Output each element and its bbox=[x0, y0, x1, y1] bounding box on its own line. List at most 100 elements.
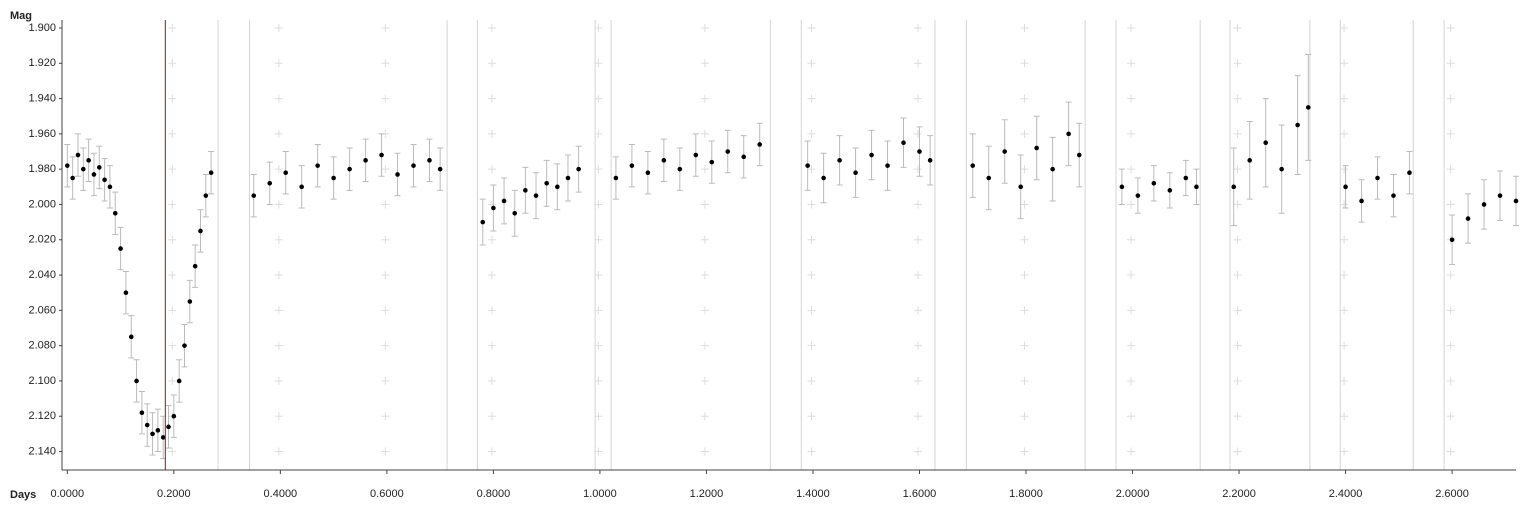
grid-cross bbox=[1233, 129, 1242, 138]
data-point bbox=[427, 158, 432, 163]
grid-cross bbox=[700, 94, 709, 103]
grid-cross bbox=[1127, 306, 1136, 315]
grid-cross bbox=[913, 59, 922, 68]
grid-cross bbox=[807, 306, 816, 315]
grid-cross bbox=[913, 447, 922, 456]
grid-cross bbox=[700, 165, 709, 174]
x-tick-label: 1.6000 bbox=[903, 488, 937, 500]
y-tick-label: 2.000 bbox=[28, 198, 56, 210]
data-point bbox=[501, 198, 507, 204]
data-point bbox=[96, 165, 102, 170]
data-point bbox=[533, 193, 539, 198]
grid-cross bbox=[274, 447, 283, 456]
y-tick-label: 1.980 bbox=[28, 163, 56, 175]
grid-cross bbox=[594, 412, 603, 421]
grid-cross bbox=[1340, 94, 1349, 103]
grid-cross bbox=[381, 341, 390, 350]
grid-cross bbox=[913, 165, 922, 174]
data-point bbox=[576, 166, 581, 172]
data-point bbox=[491, 205, 496, 211]
grid-cross bbox=[913, 235, 922, 244]
data-point bbox=[118, 246, 123, 251]
grid-cross bbox=[700, 376, 709, 385]
y-tick-label: 2.120 bbox=[28, 410, 56, 422]
grid-cross bbox=[381, 376, 390, 385]
grid-cross bbox=[168, 24, 177, 32]
grid-cross bbox=[274, 165, 283, 174]
data-point bbox=[1305, 105, 1311, 110]
x-tick-label: 0.6000 bbox=[370, 488, 404, 500]
grid-cross bbox=[168, 200, 177, 209]
data-point bbox=[65, 163, 70, 168]
grid-cross bbox=[1020, 24, 1029, 32]
data-point bbox=[645, 170, 651, 176]
x-tick-label: 0.0000 bbox=[50, 488, 84, 500]
data-point bbox=[123, 290, 129, 296]
grid-cross bbox=[1020, 447, 1029, 456]
grid-cross bbox=[594, 447, 603, 456]
grid-cross bbox=[594, 94, 603, 103]
grid-cross bbox=[274, 24, 283, 32]
grid-cross bbox=[807, 412, 816, 421]
data-point bbox=[208, 170, 214, 176]
grid-cross bbox=[487, 235, 496, 244]
data-point bbox=[757, 142, 763, 147]
grid-cross bbox=[487, 376, 496, 385]
y-tick-label: 1.900 bbox=[28, 22, 56, 34]
grid-cross bbox=[594, 59, 603, 68]
y-tick-label: 2.020 bbox=[28, 234, 56, 246]
grid-cross bbox=[1127, 447, 1136, 456]
grid-cross bbox=[913, 341, 922, 350]
grid-cross bbox=[487, 271, 496, 280]
data-point bbox=[821, 175, 826, 181]
grid-cross bbox=[594, 306, 603, 315]
grid-cross bbox=[1020, 235, 1029, 244]
grid-cross bbox=[1233, 94, 1242, 103]
y-tick-label: 2.080 bbox=[28, 340, 56, 352]
grid-cross bbox=[168, 94, 177, 103]
x-tick-label: 1.8000 bbox=[1009, 488, 1043, 500]
grid-cross bbox=[807, 341, 816, 350]
data-point bbox=[1391, 193, 1396, 198]
data-point bbox=[160, 435, 166, 440]
grid-cross bbox=[274, 271, 283, 280]
data-point bbox=[480, 219, 486, 225]
grid-cross bbox=[913, 376, 922, 385]
data-point bbox=[1066, 131, 1071, 137]
grid-cross bbox=[1340, 165, 1349, 174]
data-point bbox=[1407, 170, 1412, 176]
y-tick-label: 2.040 bbox=[28, 269, 56, 281]
grid-cross bbox=[381, 59, 390, 68]
data-point bbox=[363, 158, 368, 163]
data-point bbox=[128, 334, 134, 340]
data-point bbox=[144, 422, 150, 428]
data-point bbox=[70, 175, 75, 181]
x-tick-label: 0.4000 bbox=[264, 488, 298, 500]
y-tick-label: 1.920 bbox=[28, 57, 56, 69]
grid-cross bbox=[487, 129, 496, 138]
grid-cross bbox=[594, 235, 603, 244]
grid-cross bbox=[381, 165, 390, 174]
grid-cross bbox=[1446, 165, 1455, 174]
grid-cross bbox=[1020, 376, 1029, 385]
data-point bbox=[139, 410, 145, 416]
grid-cross bbox=[168, 376, 177, 385]
data-point bbox=[1449, 237, 1455, 243]
grid-cross bbox=[913, 200, 922, 209]
data-point bbox=[927, 158, 933, 163]
grid-cross bbox=[381, 235, 390, 244]
grid-cross bbox=[594, 24, 603, 32]
x-tick-label: 1.2000 bbox=[690, 488, 724, 500]
grid-cross bbox=[168, 271, 177, 280]
data-point bbox=[1194, 184, 1199, 190]
grid-cross bbox=[1127, 24, 1136, 32]
data-point bbox=[1513, 198, 1519, 204]
grid-cross bbox=[1020, 341, 1029, 350]
grid-cross bbox=[274, 341, 283, 350]
data-point bbox=[1375, 175, 1380, 181]
data-point bbox=[1119, 184, 1125, 190]
data-point bbox=[1359, 198, 1364, 204]
x-tick-label: 2.0000 bbox=[1116, 488, 1150, 500]
data-point bbox=[725, 149, 731, 154]
grid-cross bbox=[1233, 447, 1242, 456]
